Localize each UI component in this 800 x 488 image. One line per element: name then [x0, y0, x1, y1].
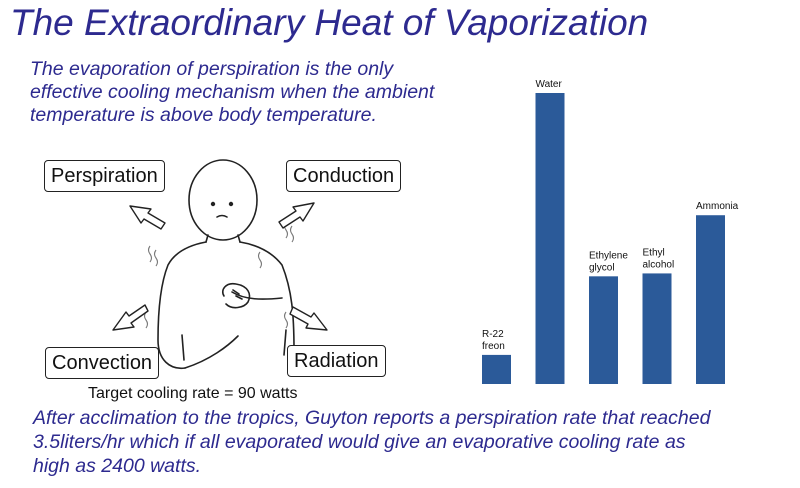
bar-category-label: Water: [536, 79, 563, 90]
slide-title: The Extraordinary Heat of Vaporization: [10, 2, 649, 43]
outro-text: After acclimation to the tropics, Guyton…: [33, 406, 793, 478]
head-outline: [188, 159, 258, 241]
bar-category-label: Ammonia: [696, 201, 739, 212]
bar-category-label: Ethylene: [589, 250, 628, 261]
convection-label: Convection: [45, 347, 160, 379]
bar-category-label: alcohol: [643, 259, 675, 270]
conduction-label: Conduction: [286, 160, 402, 192]
bar: [696, 215, 725, 384]
arrow-down-right-icon: [289, 306, 328, 331]
radiation-label: Radiation: [287, 345, 386, 377]
heat-wave: [147, 245, 159, 267]
arrow-up-right-icon: [278, 202, 315, 229]
outro-line: 3.5liters/hr which if all evaporated wou…: [33, 431, 686, 453]
perspiration-label: Perspiration: [44, 160, 165, 192]
bar: [642, 273, 672, 384]
intro-line: The evaporation of perspiration is the o…: [30, 58, 394, 80]
bar-category-label: freon: [482, 341, 505, 352]
mouth: [216, 214, 228, 218]
outro-line: high as 2400 watts.: [33, 455, 202, 477]
bar: [535, 93, 565, 384]
intro-line: temperature is above body temperature.: [30, 104, 377, 126]
hand-outline: [221, 282, 251, 309]
intro-line: effective cooling mechanism when the amb…: [30, 81, 435, 103]
left-eye: [210, 201, 216, 207]
bar-category-label: R-22: [482, 329, 504, 340]
bar-category-label: glycol: [589, 262, 615, 273]
body-outline: [157, 241, 207, 369]
arrow-up-left-icon: [129, 205, 166, 230]
person-illustration: [112, 159, 328, 369]
heat-wave: [283, 311, 289, 329]
bar: [482, 354, 511, 384]
heat-wave: [143, 311, 149, 329]
bar: [589, 276, 618, 384]
target-cooling-rate: Target cooling rate = 90 watts: [88, 385, 298, 402]
bar-category-label: Ethyl: [643, 247, 665, 258]
arrow-down-left-icon: [112, 304, 149, 331]
outro-line: After acclimation to the tropics, Guyton…: [33, 407, 711, 429]
intro-text: The evaporation of perspiration is the o…: [30, 58, 470, 127]
arm-outline: [184, 335, 239, 369]
right-eye: [228, 201, 234, 207]
heat-wave: [257, 251, 263, 269]
